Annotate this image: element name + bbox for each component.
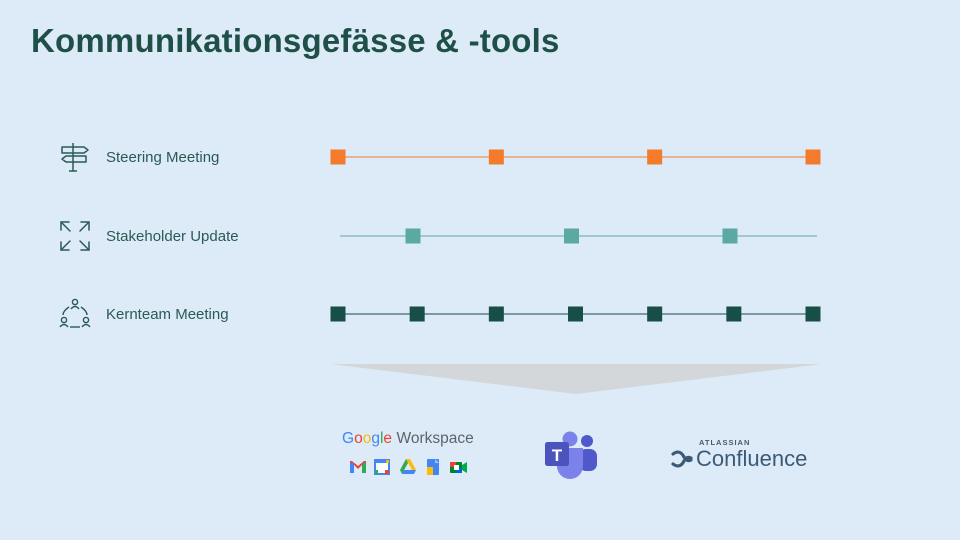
teams-letter: T <box>552 446 563 465</box>
meeting-marker <box>409 306 425 322</box>
meeting-marker <box>488 306 504 322</box>
meeting-marker <box>488 149 504 165</box>
docs-icon <box>427 459 439 475</box>
meeting-marker <box>805 306 821 322</box>
meeting-marker <box>647 149 663 165</box>
confluence-word: Confluence <box>696 446 808 471</box>
microsoft-teams-logo: T <box>545 431 597 479</box>
meeting-marker <box>805 149 821 165</box>
signpost-icon <box>61 143 89 172</box>
meeting-marker <box>405 228 421 244</box>
funnel-arrow <box>330 364 822 394</box>
expand-arrows-icon <box>60 221 90 251</box>
row-label-steering: Steering Meeting <box>106 149 220 166</box>
page-title: Kommunikationsgefässe & -tools <box>31 22 560 59</box>
meeting-marker <box>330 306 346 322</box>
calendar-icon <box>374 459 390 475</box>
confluence-logo: ATLASSIAN Confluence <box>671 438 807 472</box>
meeting-marker <box>564 228 579 244</box>
meeting-marker <box>330 149 346 165</box>
meeting-marker <box>722 228 738 244</box>
row-label-kernteam: Kernteam Meeting <box>106 306 229 323</box>
atlassian-word: ATLASSIAN <box>699 438 751 447</box>
meeting-marker <box>647 306 663 322</box>
google-workspace-logo: Google Workspace <box>342 430 478 482</box>
meet-icon <box>450 462 467 473</box>
drive-icon <box>400 459 416 474</box>
row-label-stakeholder: Stakeholder Update <box>106 228 239 245</box>
google-apps-icons <box>350 459 467 475</box>
confluence-x-icon <box>671 450 693 468</box>
workspace-word: Workspace <box>396 430 474 447</box>
team-cycle-icon <box>59 298 91 328</box>
gmail-icon <box>350 461 366 473</box>
meeting-marker <box>568 306 583 322</box>
meeting-marker <box>726 306 742 322</box>
